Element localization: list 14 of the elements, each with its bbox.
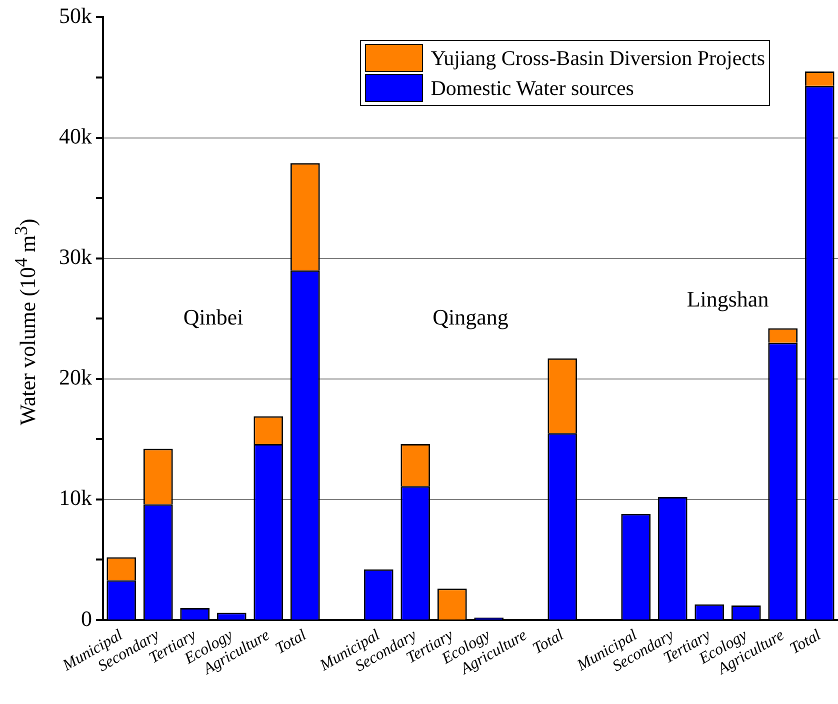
annotation: Qingang [432,304,508,330]
annotation: Lingshan [686,286,769,312]
legend-label: Domestic Water sources [430,76,634,100]
y-tick-label: 30k [59,244,92,270]
y-tick-label: 10k [59,485,92,510]
y-tick-label: 20k [59,364,92,390]
y-tick-label: 50k [59,2,92,28]
x-tick-label: Total [272,626,310,658]
x-tick-label: Total [530,626,567,658]
x-tick-label: Total [787,626,824,658]
annotation: Qinbei [183,304,244,330]
legend-label: Yujiang Cross-Basin Diversion Projects [430,46,765,70]
y-tick-label: 40k [59,124,92,149]
y-tick-label: 0 [81,606,92,631]
